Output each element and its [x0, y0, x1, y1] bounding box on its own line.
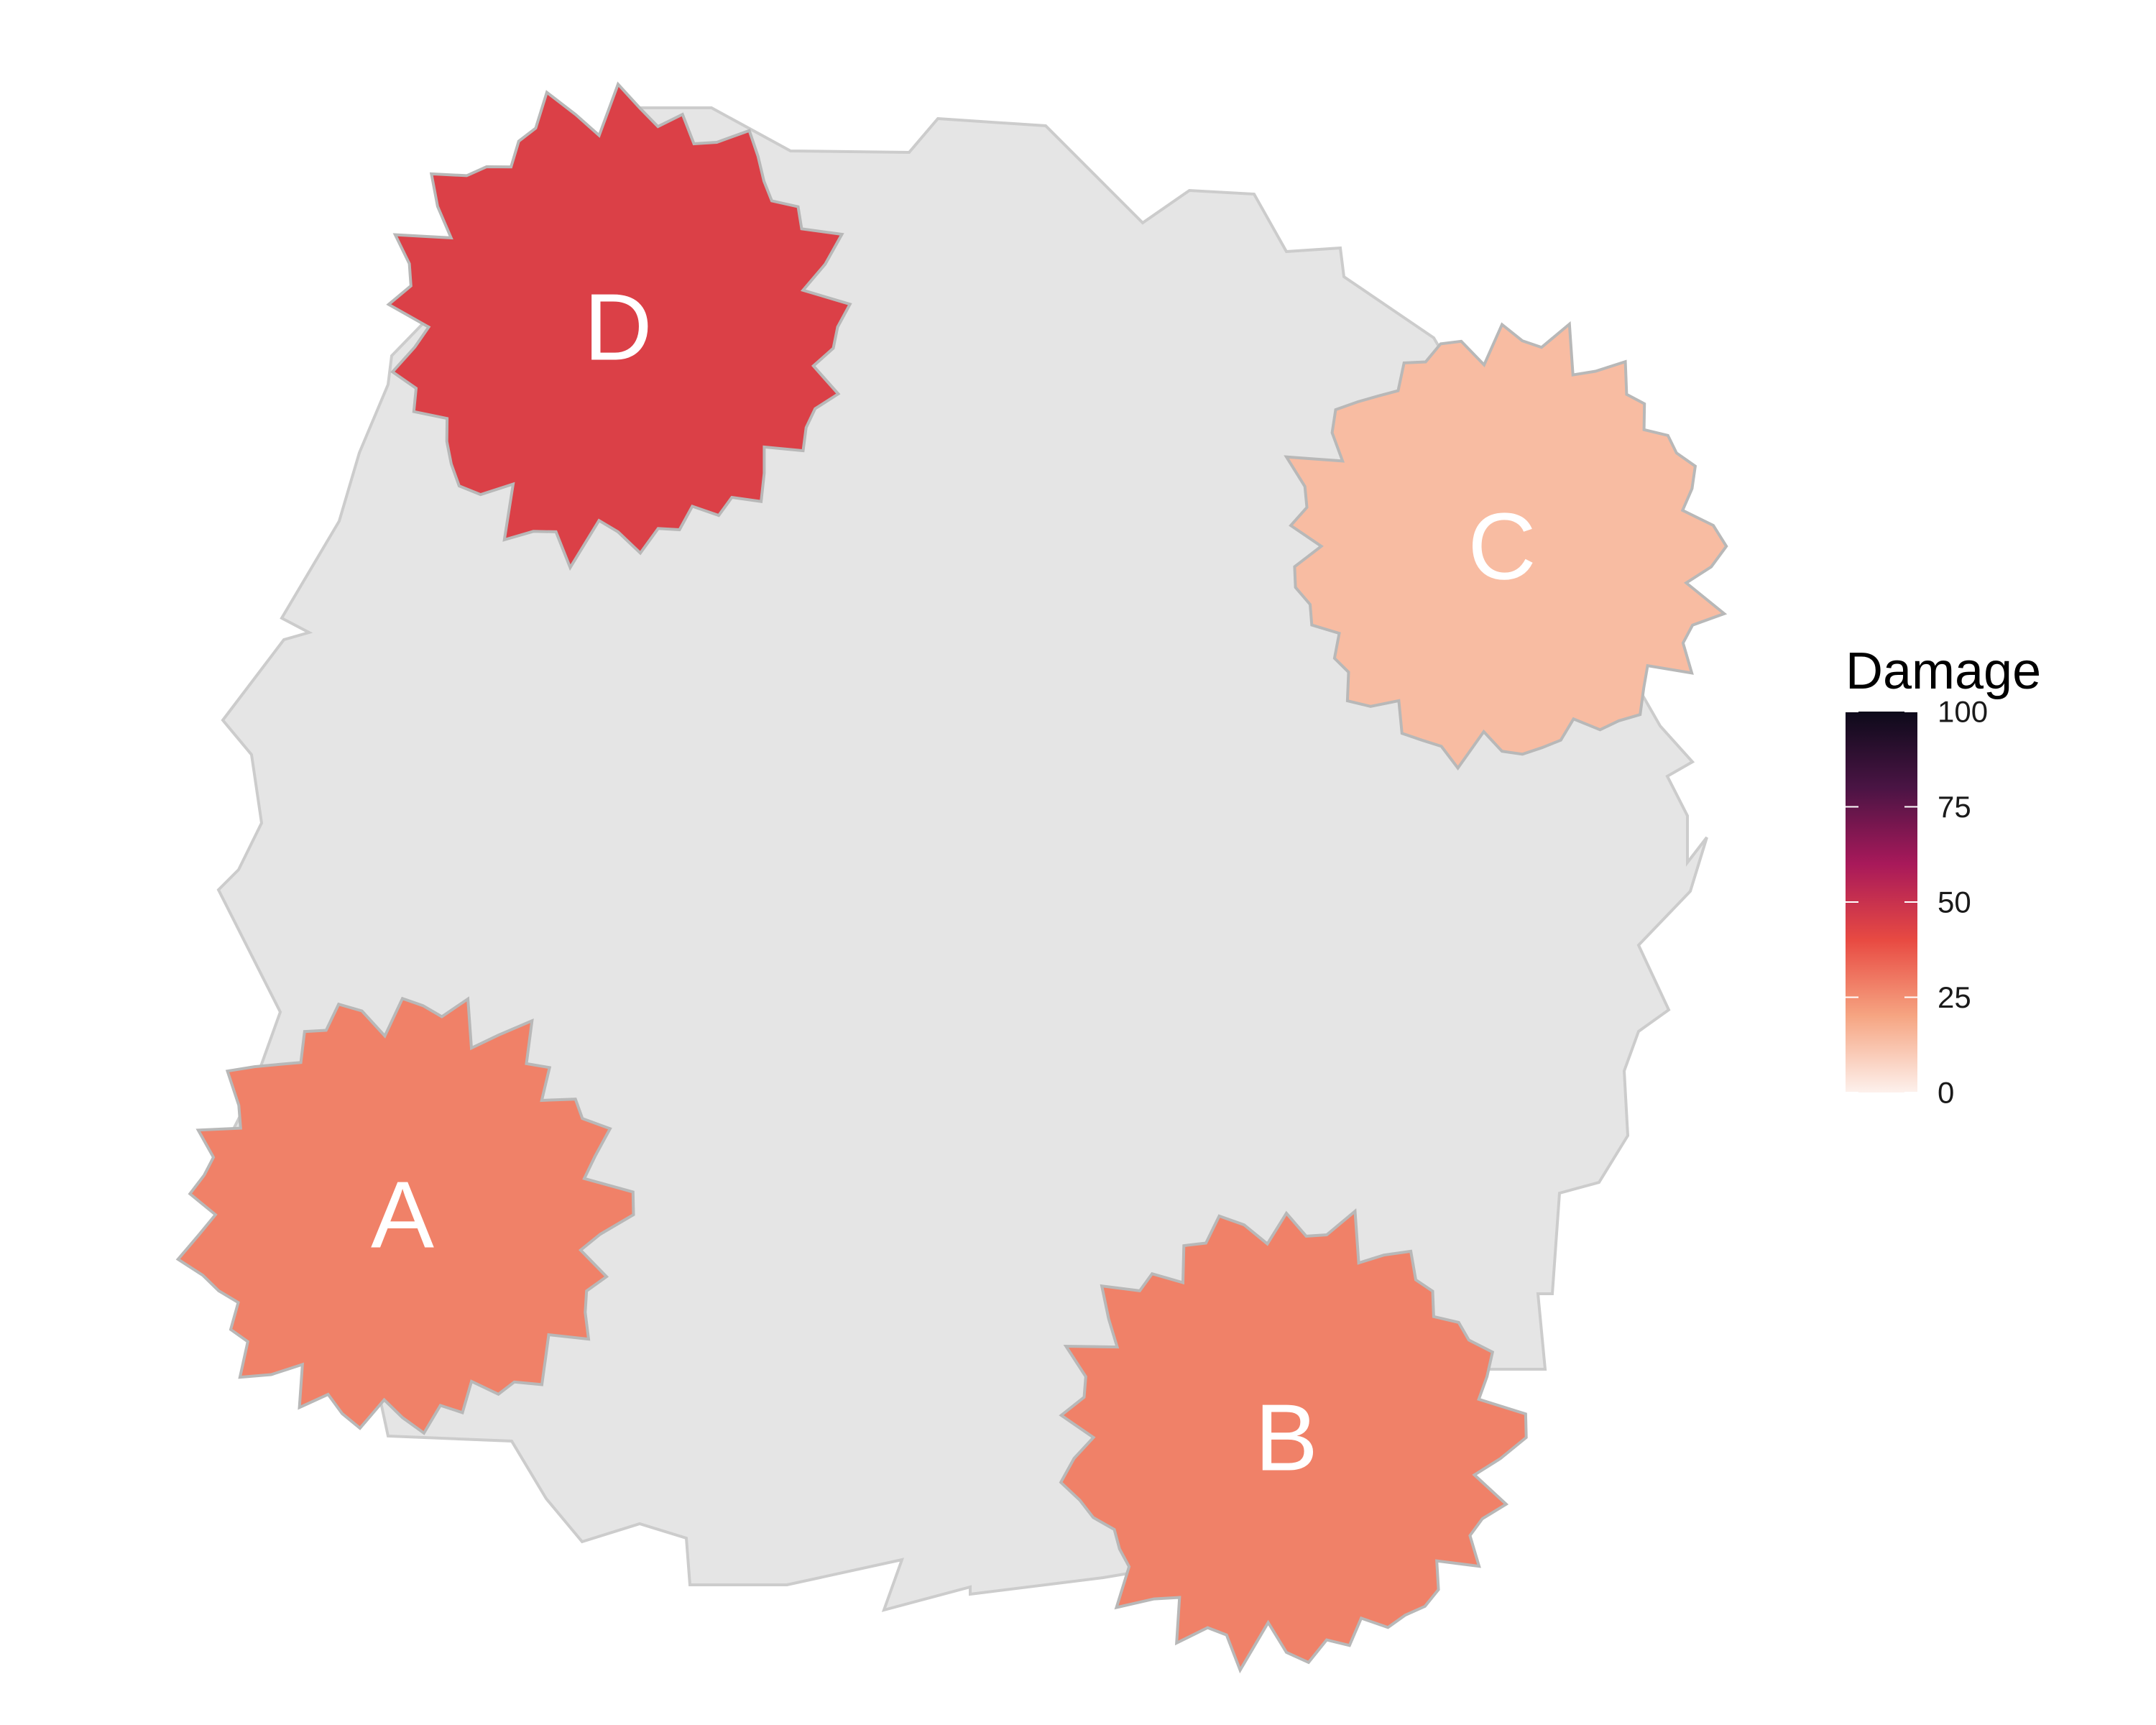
- legend-tick-label-75: 75: [1938, 790, 1971, 824]
- legend-title: Damage: [1846, 643, 2041, 700]
- legend-tick-label-25: 25: [1938, 980, 1971, 1014]
- region-label-a: A: [371, 1162, 434, 1268]
- legend-tick-label-100: 100: [1938, 695, 1988, 729]
- region-b: [1059, 1208, 1528, 1674]
- legend: Damage 100 75 50 25 0: [1846, 643, 2041, 1110]
- region-label-c: C: [1468, 494, 1536, 599]
- region-label-b: B: [1255, 1385, 1318, 1491]
- region-c: [1284, 321, 1728, 770]
- legend-tick-label-50: 50: [1938, 886, 1971, 919]
- legend-ticks: 100 75 50 25 0: [1846, 695, 1988, 1110]
- legend-tick-label-0: 0: [1938, 1076, 1954, 1110]
- map-layer: A B C D: [175, 81, 1728, 1674]
- region-label-d: D: [584, 275, 652, 380]
- regions-group: A B C D: [175, 81, 1728, 1674]
- region-d: [386, 81, 852, 571]
- region-a: [175, 996, 635, 1435]
